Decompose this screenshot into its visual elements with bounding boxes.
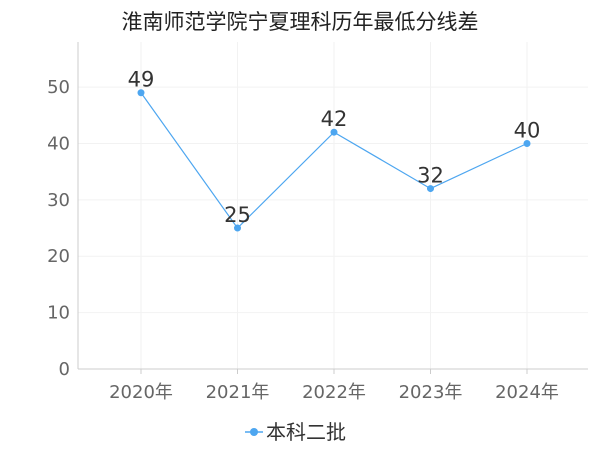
chart-title: 淮南师范学院宁夏理科历年最低分线差 xyxy=(121,10,479,34)
y-axis-ticks: 0 10 20 30 40 50 xyxy=(47,77,70,380)
y-tick-label: 30 xyxy=(47,190,70,211)
x-tick-label: 2023年 xyxy=(399,382,463,403)
legend[interactable]: 本科二批 xyxy=(245,420,346,444)
data-label: 40 xyxy=(514,118,541,142)
x-tick-label: 2022年 xyxy=(302,382,366,403)
y-tick-label: 0 xyxy=(59,359,70,380)
data-point xyxy=(137,89,145,97)
x-axis-ticks: 2020年 2021年 2022年 2023年 2024年 xyxy=(109,369,559,403)
data-point xyxy=(427,185,434,193)
data-label: 42 xyxy=(321,107,348,131)
series: 49 25 42 32 40 xyxy=(128,68,541,232)
x-tick-label: 2024年 xyxy=(495,382,559,403)
legend-label: 本科二批 xyxy=(266,420,346,444)
y-tick-label: 20 xyxy=(47,246,70,267)
y-tick-label: 50 xyxy=(47,77,70,98)
axes xyxy=(77,42,588,370)
x-tick-label: 2020年 xyxy=(109,382,173,403)
data-label: 25 xyxy=(224,203,251,227)
data-point xyxy=(523,139,531,147)
data-label: 49 xyxy=(128,68,155,92)
grid-lines xyxy=(78,42,588,369)
data-point xyxy=(330,128,338,136)
y-tick-label: 40 xyxy=(47,133,70,154)
data-point xyxy=(234,224,241,232)
data-label: 32 xyxy=(417,164,444,188)
x-tick-label: 2021年 xyxy=(206,382,270,403)
y-tick-label: 10 xyxy=(47,303,70,324)
legend-point-marker xyxy=(250,428,258,436)
